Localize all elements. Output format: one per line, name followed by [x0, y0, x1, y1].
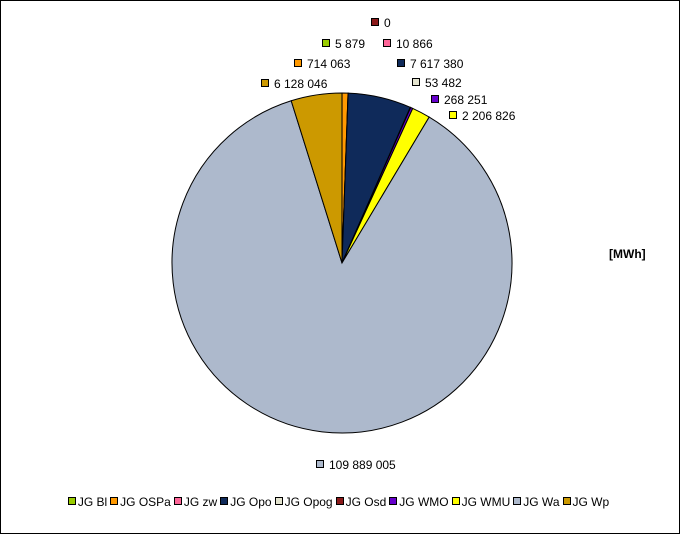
legend-key	[389, 497, 398, 505]
legend-label: JG Osd	[345, 495, 387, 509]
data-label-text: 0	[384, 16, 391, 30]
legend-label: JG WMO	[399, 495, 449, 509]
legend-item-jg-opog: JG Opog	[274, 495, 333, 509]
data-label-key	[449, 111, 457, 119]
data-label-key	[322, 39, 330, 47]
legend-item-jg-wp: JG Wp	[562, 495, 610, 509]
legend-key	[513, 497, 522, 505]
legend-label: JG Opog	[284, 495, 333, 509]
data-label-key	[261, 79, 269, 87]
data-label-jg-wmu: 2 206 826	[449, 109, 515, 123]
data-label-key	[412, 78, 420, 86]
legend-item-jg-ospa: JG OSPa	[110, 495, 171, 509]
data-label-text: 5 879	[335, 37, 366, 51]
legend-item-jg-bl: JG Bl	[67, 495, 108, 509]
data-label-jg-wp: 6 128 046	[261, 77, 327, 91]
legend-key	[274, 497, 283, 505]
data-label-text: 53 482	[425, 76, 462, 90]
legend-key	[562, 497, 571, 505]
data-label-jg-ospa: 714 063	[294, 57, 350, 71]
legend-label: JG WMU	[461, 495, 511, 509]
legend-item-jg-osd: JG Osd	[335, 495, 387, 509]
data-label-text: 268 251	[444, 93, 488, 107]
unit-label: [MWh]	[609, 247, 646, 261]
legend-key	[335, 497, 344, 505]
data-label-key	[397, 59, 405, 67]
legend-item-jg-wmo: JG WMO	[389, 495, 449, 509]
legend-label: JG Opo	[230, 495, 272, 509]
data-label-key	[294, 59, 302, 67]
data-label-key	[316, 460, 324, 468]
legend-label: JG Wp	[572, 495, 610, 509]
legend-item-jg-wa: JG Wa	[513, 495, 560, 509]
data-label-text: 109 889 005	[329, 458, 396, 472]
legend-key	[451, 497, 460, 505]
data-label-text: 6 128 046	[274, 77, 328, 91]
data-label-key	[431, 95, 439, 103]
data-label-text: 714 063	[307, 57, 351, 71]
legend-label: JG OSPa	[120, 495, 171, 509]
data-label-jg-opog: 53 482	[412, 76, 462, 90]
data-label-jg-bl: 5 879	[322, 37, 365, 51]
data-label-text: 10 866	[396, 37, 433, 51]
data-label-jg-wmo: 268 251	[431, 93, 487, 107]
data-label-jg-zw: 10 866	[383, 37, 433, 51]
legend-item-jg-zw: JG zw	[173, 495, 218, 509]
legend-key	[220, 497, 229, 505]
legend-key	[173, 497, 182, 505]
data-label-key	[371, 18, 379, 26]
pie-slice-jg-wa	[171, 100, 513, 434]
data-label-key	[383, 39, 391, 47]
data-label-jg-opo: 7 617 380	[397, 57, 463, 71]
legend-key	[67, 497, 76, 505]
data-label-jg-osd: 0	[371, 16, 391, 30]
data-label-text: 2 206 826	[462, 109, 516, 123]
legend-key	[110, 497, 119, 505]
legend-label: JG Bl	[77, 495, 108, 509]
legend: JG Bl JG OSPa JG zw JG Opo JG Opog JG Osd JG W…	[0, 495, 680, 509]
legend-label: JG Wa	[523, 495, 560, 509]
pie-slice-jg-wp	[290, 92, 343, 264]
legend-item-jg-wmu: JG WMU	[451, 495, 511, 509]
data-label-jg-wa: 109 889 005	[316, 458, 396, 472]
legend-item-jg-opo: JG Opo	[220, 495, 272, 509]
legend-label: JG zw	[183, 495, 218, 509]
data-label-text: 7 617 380	[410, 57, 464, 71]
